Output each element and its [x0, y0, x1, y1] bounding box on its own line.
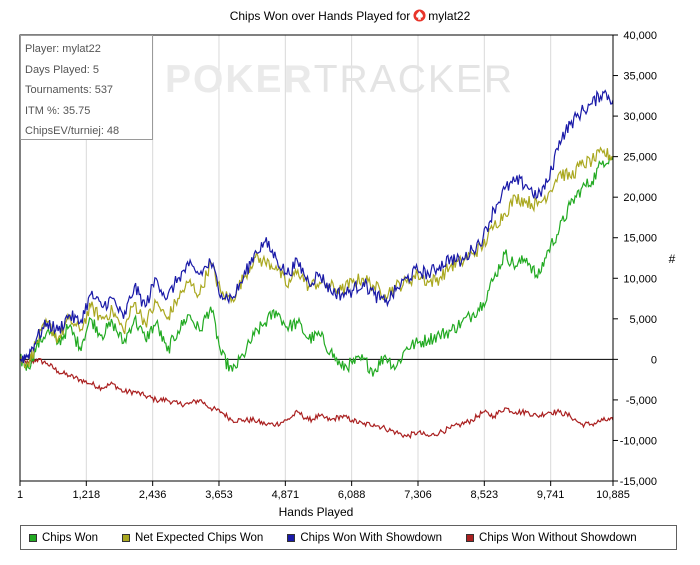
y-tick-label: 30,000 — [623, 111, 657, 123]
legend-label: Net Expected Chips Won — [135, 531, 264, 544]
y-tick-label: 35,000 — [623, 71, 657, 83]
x-axis: 1 1,218 2,436 3,653 4,871 6,088 7,306 8,523 9,74… — [17, 481, 630, 501]
y-tick-label: -15,000 — [620, 476, 657, 488]
legend-item-net-expected[interactable]: Net Expected Chips Won — [122, 532, 263, 544]
player-name: mylat22 — [428, 9, 471, 23]
legend-item-chips-won[interactable]: Chips Won — [29, 532, 98, 544]
legend-label: Chips Won Without Showdown — [479, 531, 637, 544]
x-tick-label: 4,871 — [272, 489, 300, 501]
x-tick-label: 6,088 — [338, 489, 366, 501]
legend-item-without-showdown[interactable]: Chips Won Without Showdown — [466, 532, 637, 544]
y-tick-label: -5,000 — [626, 395, 657, 407]
legend-swatch — [287, 533, 296, 542]
x-tick-label: 8,523 — [471, 489, 499, 501]
series-line-0 — [19, 156, 614, 377]
chart-title-text: Chips Won over Hands Played for — [229, 9, 411, 23]
x-tick-label: 9,741 — [537, 489, 565, 501]
x-axis-label: Hands Played — [279, 505, 354, 519]
series-line-2 — [19, 89, 614, 364]
legend: Chips Won Net Expected Chips Won Chips W… — [20, 525, 677, 550]
y-tick-label: 10,000 — [623, 273, 657, 285]
legend-swatch — [466, 533, 475, 542]
info-tournaments: Tournaments: 537 — [25, 84, 114, 96]
spade-icon — [413, 9, 426, 22]
info-itm: ITM %: 35.75 — [25, 104, 91, 117]
x-tick-label: 10,885 — [596, 489, 630, 501]
x-tick-label: 3,653 — [205, 489, 233, 501]
x-tick-label: 1 — [17, 489, 23, 501]
plot-border — [19, 34, 614, 482]
chart-title: Chips Won over Hands Played for mylat22 — [0, 9, 700, 23]
legend-swatch — [122, 533, 131, 542]
x-tick-label: 1,218 — [73, 489, 101, 501]
y-tick-label: 5,000 — [629, 314, 657, 326]
y-axis: -15,000 -10,000 -5,000 0 5,000 10,000 15,000 20… — [613, 30, 657, 488]
info-player: Player: mylat22 — [25, 43, 101, 55]
y-axis-label: # — [669, 252, 676, 266]
x-tick-label: 7,306 — [404, 489, 432, 501]
series-lines — [19, 89, 614, 440]
pokertracker-watermark: POKERTRACKER — [165, 58, 514, 102]
stats-infobox: Player: mylat22 Days Played: 5 Tournamen… — [20, 35, 153, 140]
info-days-played: Days Played: 5 — [25, 63, 99, 76]
legend-label: Chips Won With Showdown — [300, 531, 443, 544]
info-chipsev: ChipsEV/turniej: 48 — [25, 125, 120, 137]
y-tick-label: 40,000 — [623, 30, 657, 42]
series-line-3 — [19, 357, 614, 440]
legend-swatch — [29, 533, 37, 542]
series-line-1 — [19, 146, 614, 370]
watermark-tracker: TRACKER — [313, 58, 515, 101]
x-tick-label: 2,436 — [139, 489, 167, 501]
y-tick-label: 20,000 — [623, 192, 657, 204]
legend-item-with-showdown[interactable]: Chips Won With Showdown — [287, 532, 442, 544]
legend-label: Chips Won — [42, 531, 99, 544]
y-tick-label: 15,000 — [623, 233, 657, 245]
y-tick-label: 25,000 — [623, 152, 657, 164]
y-tick-label: 0 — [651, 354, 657, 366]
watermark-poker: POKER — [165, 58, 314, 101]
y-tick-label: -10,000 — [620, 435, 657, 447]
